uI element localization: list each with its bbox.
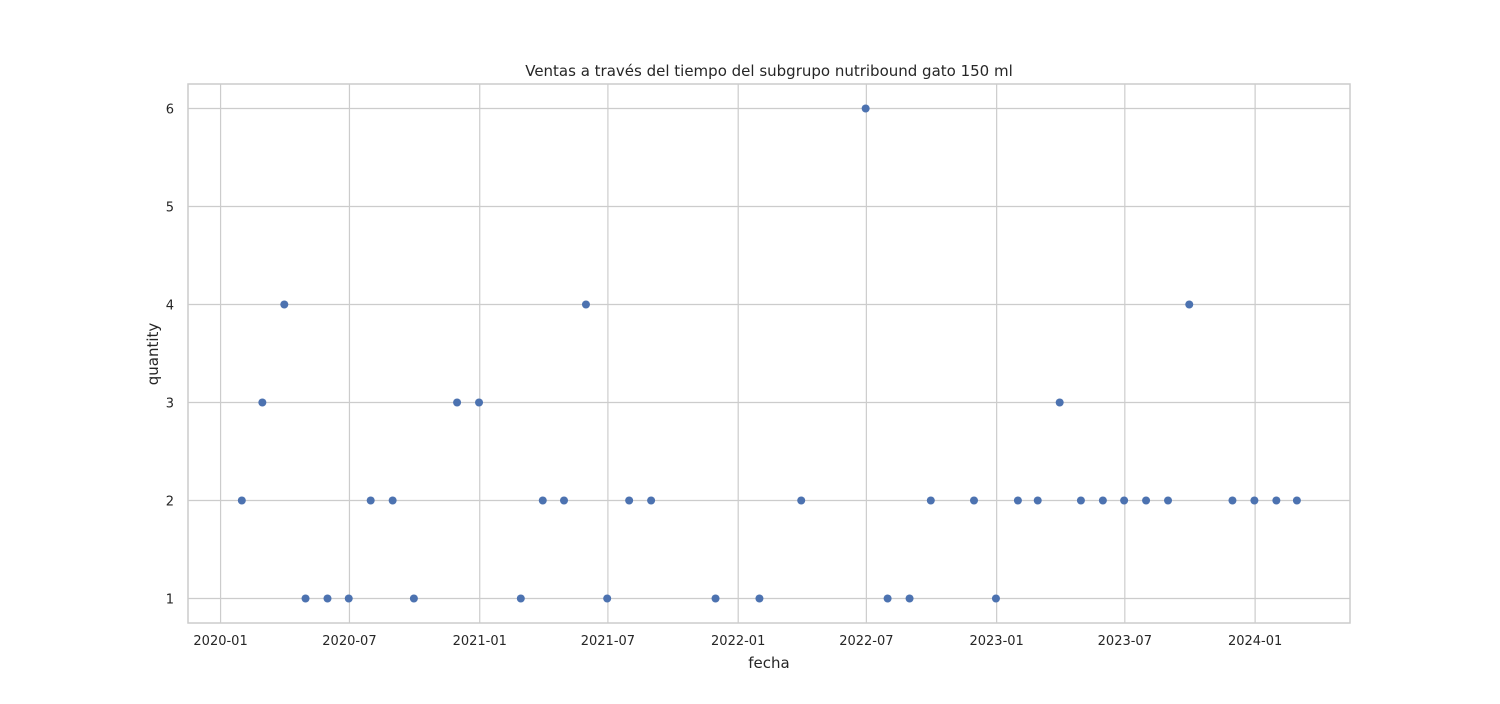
y-tick-label: 4 [166,299,174,314]
data-point-12 [538,496,547,505]
data-point-18 [711,594,720,603]
data-point-4 [323,594,332,603]
data-point-2 [280,300,289,309]
data-point-15 [603,594,612,603]
y-tick-labels: 1 2 3 4 5 6 [166,103,174,608]
data-point-0 [237,496,246,505]
plot-frame [187,83,1351,624]
x-tick-label: 2023-07 [1098,634,1152,649]
data-point-26 [991,594,1000,603]
data-point-24 [926,496,935,505]
data-point-39 [1292,496,1301,505]
plot-background [188,84,1350,623]
y-tick-label: 6 [166,103,174,118]
data-point-5 [344,594,353,603]
y-tick-label: 2 [166,495,174,510]
y-tick-label: 3 [166,397,174,412]
x-tick-label: 2023-01 [969,634,1023,649]
data-point-29 [1055,398,1064,407]
data-point-7 [388,496,397,505]
x-tick-labels: 2020-01 2020-07 2021-01 2021-07 2022-01 2022-… [193,634,1282,649]
data-point-10 [475,398,484,407]
data-point-9 [453,398,462,407]
data-point-21 [861,104,870,113]
data-point-16 [625,496,634,505]
data-point-33 [1142,496,1151,505]
data-point-19 [755,594,764,603]
x-tick-label: 2022-01 [711,634,765,649]
data-point-37 [1250,496,1259,505]
grid-lines [188,84,1350,623]
data-point-34 [1164,496,1173,505]
data-point-35 [1185,300,1194,309]
data-point-14 [581,300,590,309]
axes-spines [187,83,1351,624]
data-point-31 [1098,496,1107,505]
data-point-38 [1272,496,1281,505]
data-point-6 [366,496,375,505]
data-point-20 [797,496,806,505]
x-tick-label: 2022-07 [839,634,893,649]
data-point-22 [883,594,892,603]
x-tick-label: 2020-01 [193,634,247,649]
data-point-11 [516,594,525,603]
data-point-17 [647,496,656,505]
data-points [237,104,1301,603]
y-tick-label: 5 [166,201,174,216]
x-tick-label: 2020-07 [322,634,376,649]
data-point-36 [1228,496,1237,505]
data-point-28 [1033,496,1042,505]
y-axis-label: quantity [144,323,162,386]
data-point-8 [409,594,418,603]
data-point-1 [258,398,267,407]
x-tick-label: 2021-07 [581,634,635,649]
data-point-25 [969,496,978,505]
data-point-3 [301,594,310,603]
plot-area [188,84,1350,623]
chart-title: Ventas a través del tiempo del subgrupo … [525,62,1013,80]
data-point-13 [560,496,569,505]
data-point-32 [1120,496,1129,505]
x-axis-label: fecha [748,654,789,672]
x-tick-label: 2021-01 [453,634,507,649]
y-tick-label: 1 [166,593,174,608]
x-tick-label: 2024-01 [1228,634,1282,649]
data-point-23 [905,594,914,603]
data-point-30 [1076,496,1085,505]
data-point-27 [1013,496,1022,505]
